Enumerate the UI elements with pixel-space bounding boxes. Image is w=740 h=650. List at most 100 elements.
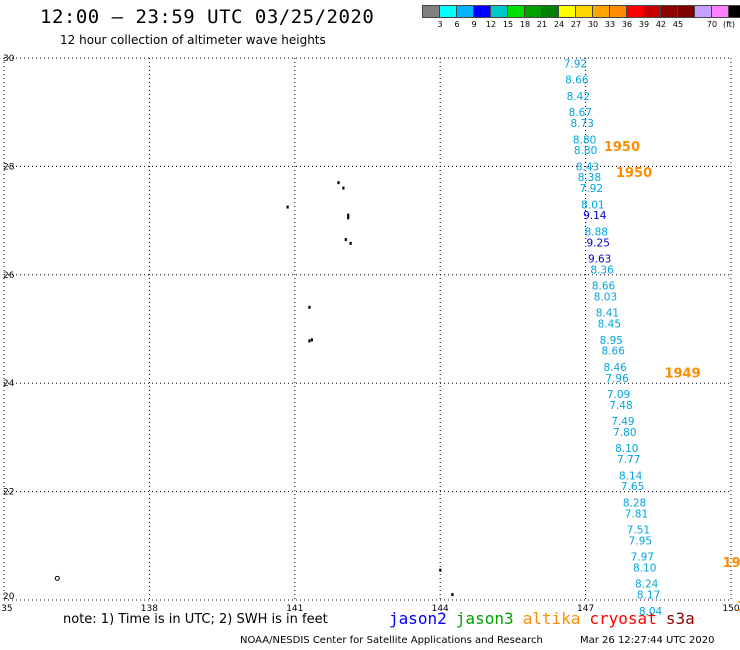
y-tick-label: 20 bbox=[3, 592, 15, 602]
swh-value-label: 9.63 bbox=[588, 254, 611, 266]
island-markers bbox=[54, 181, 454, 597]
swh-value-label: 8.28 bbox=[623, 497, 646, 509]
island-marker bbox=[286, 205, 289, 209]
legend-label: 3 bbox=[437, 20, 443, 29]
pass-time-label: 1950 bbox=[604, 140, 640, 155]
credit-text: NOAA/NESDIS Center for Satellite Applica… bbox=[240, 635, 543, 646]
legend-label: 30 bbox=[587, 20, 599, 29]
legend-label: 24 bbox=[553, 20, 565, 29]
x-tick-label: 135 bbox=[0, 604, 13, 614]
swh-value-label: 7.09 bbox=[607, 389, 630, 401]
satellite-name-jason2: jason2 bbox=[389, 609, 447, 628]
island-ring-marker bbox=[54, 575, 60, 581]
x-tick-label: 150 bbox=[722, 604, 739, 614]
satellite-key: jason2 jason3 altika cryosat s3a bbox=[389, 609, 704, 628]
island-marker bbox=[344, 238, 347, 242]
legend-label: 21 bbox=[536, 20, 548, 29]
swh-value-label: 8.66 bbox=[602, 346, 626, 358]
swh-value-label: 8.03 bbox=[594, 291, 617, 303]
legend-label: 39 bbox=[638, 20, 650, 29]
units-note: note: 1) Time is in UTC; 2) SWH is in fe… bbox=[63, 612, 328, 627]
swh-value-label: 8.45 bbox=[598, 319, 621, 331]
swh-value-label: 7.92 bbox=[580, 183, 603, 195]
swh-value-label: 7.80 bbox=[613, 427, 636, 439]
island-marker bbox=[439, 568, 442, 572]
y-tick-label: 24 bbox=[3, 379, 15, 389]
swh-value-label: 8.88 bbox=[585, 226, 608, 238]
island-marker bbox=[342, 186, 345, 190]
legend-labels: 3 6 9 12 15 18 21 24 27 30 33 36 39 42 45 70 (ft) bbox=[422, 20, 740, 32]
generated-timestamp: Mar 26 12:27:44 UTC 2020 bbox=[580, 635, 715, 646]
island-marker bbox=[310, 338, 313, 342]
swh-value-label: 8.80 bbox=[573, 134, 596, 146]
satellite-name-s3a: s3a bbox=[665, 609, 695, 628]
legend-label: 36 bbox=[621, 20, 633, 29]
swh-value-label: 8.10 bbox=[615, 443, 638, 455]
legend-label: 15 bbox=[502, 20, 514, 29]
swh-value-label: 8.46 bbox=[603, 362, 627, 374]
swh-value-label: 8.80 bbox=[574, 145, 597, 157]
legend-label: 70 bbox=[706, 20, 718, 29]
swh-value-label: 7.49 bbox=[611, 416, 634, 428]
swh-value-label: 8.66 bbox=[565, 75, 589, 87]
satellite-name-cryosat: cryosat bbox=[589, 609, 657, 628]
legend-label: (ft) bbox=[722, 20, 736, 29]
swh-value-label: 7.95 bbox=[629, 535, 652, 547]
legend-label: 27 bbox=[570, 20, 582, 29]
chart-subtitle: 12 hour collection of altimeter wave hei… bbox=[60, 33, 326, 47]
chart-title: 12:00 – 23:59 UTC 03/25/2020 bbox=[40, 6, 375, 28]
legend-label: 12 bbox=[485, 20, 497, 29]
legend-label: 18 bbox=[519, 20, 531, 29]
swh-value-label: 8.73 bbox=[571, 118, 594, 130]
satellite-track: 7.928.668.428.678.738.808.808.438.387.92… bbox=[564, 58, 663, 617]
swh-value-label: 8.42 bbox=[567, 91, 590, 103]
legend-label: 45 bbox=[672, 20, 684, 29]
swh-value-label: 8.17 bbox=[637, 590, 660, 602]
swh-value-label: 8.10 bbox=[633, 562, 656, 574]
legend-label: 33 bbox=[604, 20, 616, 29]
island-marker bbox=[349, 241, 352, 245]
swh-value-label: 8.67 bbox=[569, 107, 592, 119]
swh-value-label: 8.43 bbox=[576, 161, 599, 173]
swh-value-label: 9.25 bbox=[587, 237, 610, 249]
island-marker bbox=[451, 593, 454, 597]
y-tick-label: 30 bbox=[3, 54, 15, 64]
swh-value-label: 8.38 bbox=[578, 172, 601, 184]
swh-value-label: 8.95 bbox=[600, 335, 623, 347]
satellite-name-altika: altika bbox=[522, 609, 581, 628]
swh-value-label: 7.77 bbox=[617, 454, 640, 466]
legend-label: 6 bbox=[454, 20, 460, 29]
island-marker bbox=[347, 216, 350, 220]
y-tick-label: 22 bbox=[3, 488, 14, 498]
legend-label: 9 bbox=[471, 20, 477, 29]
island-marker bbox=[308, 305, 311, 309]
swh-value-label: 8.14 bbox=[619, 470, 643, 482]
swh-value-label: 8.04 bbox=[639, 606, 663, 618]
swh-value-label: 8.24 bbox=[635, 579, 659, 591]
legend-swatch bbox=[728, 5, 740, 18]
legend-label: 42 bbox=[655, 20, 667, 29]
satellite-name-jason3: jason3 bbox=[455, 609, 514, 628]
pass-time-label: 1949 bbox=[664, 366, 700, 381]
swh-value-label: 8.66 bbox=[592, 281, 616, 293]
island-marker bbox=[347, 213, 350, 217]
color-scale-legend: 3 6 9 12 15 18 21 24 27 30 33 36 39 42 45 70 (ft) bbox=[422, 5, 740, 32]
y-tick-label: 28 bbox=[3, 162, 15, 172]
swh-value-label: 7.65 bbox=[621, 481, 644, 493]
swh-value-label: 7.97 bbox=[631, 552, 654, 564]
y-tick-label: 26 bbox=[3, 271, 15, 281]
x-tick-label: 144 bbox=[432, 604, 449, 614]
x-tick-label: 141 bbox=[286, 604, 303, 614]
swh-value-label: 7.81 bbox=[625, 508, 648, 520]
swh-value-label: 8.36 bbox=[590, 264, 614, 276]
x-tick-label: 147 bbox=[577, 604, 594, 614]
legend-swatches bbox=[422, 5, 740, 18]
island-marker bbox=[308, 339, 311, 343]
swh-value-label: 7.96 bbox=[605, 373, 629, 385]
swh-value-label: 8.01 bbox=[581, 199, 604, 211]
pass-time-label: 194 bbox=[737, 599, 740, 614]
swh-value-label: 7.51 bbox=[627, 525, 650, 537]
axis-labels: 135 138 141 144 147 150 30 28 26 24 22 20 bbox=[0, 54, 740, 614]
swh-value-label: 9.14 bbox=[583, 210, 607, 222]
